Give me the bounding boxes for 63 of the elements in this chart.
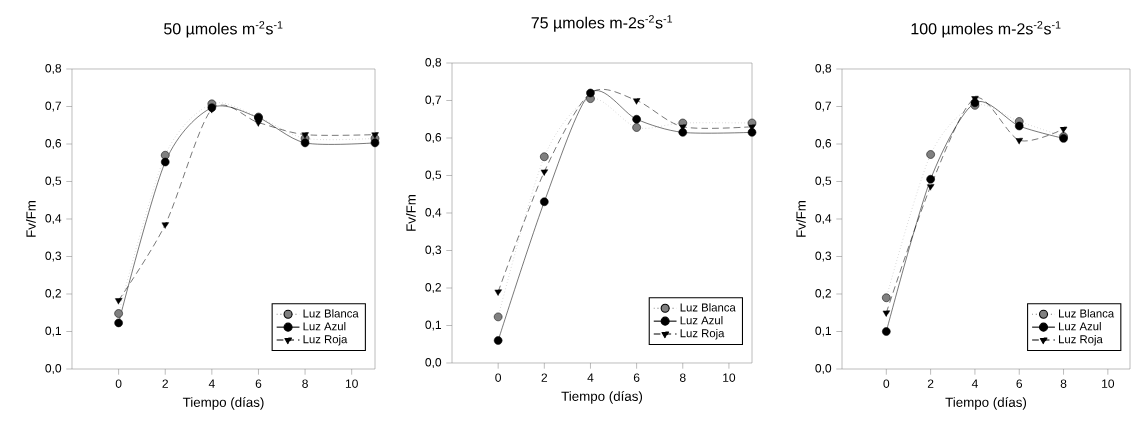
x-tick-label: 10 bbox=[723, 373, 736, 382]
y-tick-label: 0,8 bbox=[45, 64, 62, 74]
x-tick-label: 8 bbox=[302, 379, 308, 388]
y-tick-label: 0,6 bbox=[815, 139, 832, 149]
legend-label: Luz Azul bbox=[680, 316, 723, 325]
y-tick-label: 0,3 bbox=[45, 251, 62, 262]
x-tick-label: 10 bbox=[345, 379, 358, 388]
x-tick-label: 6 bbox=[633, 373, 640, 382]
x-axis-title: Tiempo (días) bbox=[182, 397, 264, 410]
x-tick-label: 8 bbox=[679, 373, 686, 382]
y-tick-label: 0,8 bbox=[815, 64, 832, 74]
y-tick-label: 0,6 bbox=[425, 133, 442, 143]
x-tick-label: 0 bbox=[883, 379, 890, 388]
legend-label: Luz Azul bbox=[303, 322, 346, 331]
legend-label: Luz Azul bbox=[1059, 322, 1101, 331]
y-tick-label: 0,3 bbox=[425, 245, 442, 256]
y-tick-label: 0,7 bbox=[425, 95, 441, 106]
x-tick-label: 4 bbox=[587, 373, 594, 382]
chart-title: 75 µmoles m-2s$^{-2}$s$^{-1}$ bbox=[531, 15, 673, 32]
y-axis-title: Fv/Fm bbox=[795, 200, 806, 237]
x-tick-label: 4 bbox=[971, 379, 978, 388]
legend-label: Luz Blanca bbox=[303, 309, 359, 318]
y-tick-label: 0,1 bbox=[45, 326, 62, 337]
y-tick-label: 0,0 bbox=[425, 358, 442, 368]
chart-title: 100 µmoles m-2s$^{-2}$s$^{-1}$ bbox=[911, 21, 1061, 38]
y-tick-label: 0,0 bbox=[45, 364, 62, 374]
y-axis-title: Fv/Fm bbox=[25, 200, 36, 237]
x-tick-label: 2 bbox=[927, 379, 934, 388]
y-tick-label: 0,4 bbox=[425, 208, 442, 218]
y-tick-label: 0,6 bbox=[45, 139, 62, 149]
y-tick-label: 0,3 bbox=[815, 251, 832, 262]
y-tick-label: 0,2 bbox=[425, 283, 441, 293]
chart-title: 50 µmoles m$^{-2}$s$^{-1}$ bbox=[164, 21, 283, 38]
y-tick-label: 0,8 bbox=[425, 58, 442, 68]
legend-label: Luz Blanca bbox=[1059, 309, 1115, 318]
y-tick-label: 0,1 bbox=[425, 320, 442, 331]
x-tick-label: 10 bbox=[1102, 379, 1115, 388]
y-tick-label: 0,5 bbox=[425, 170, 442, 181]
x-tick-label: 8 bbox=[1060, 379, 1067, 388]
x-tick-label: 4 bbox=[208, 379, 215, 388]
legend-label: Luz Blanca bbox=[680, 303, 736, 312]
y-tick-label: 0,4 bbox=[815, 214, 832, 224]
x-tick-label: 6 bbox=[1016, 379, 1023, 388]
y-tick-label: 0,0 bbox=[815, 364, 832, 374]
x-axis-title: Tiempo (días) bbox=[945, 397, 1027, 410]
x-tick-label: 0 bbox=[495, 373, 502, 382]
x-tick-label: 6 bbox=[255, 379, 262, 388]
y-tick-label: 0,5 bbox=[815, 176, 832, 187]
y-tick-label: 0,5 bbox=[45, 176, 62, 187]
x-axis-title: Tiempo (días) bbox=[561, 391, 643, 404]
y-tick-label: 0,7 bbox=[45, 101, 61, 112]
y-tick-label: 0,7 bbox=[815, 101, 831, 112]
x-tick-label: 0 bbox=[115, 379, 122, 388]
x-tick-label: 2 bbox=[162, 379, 168, 388]
x-tick-label: 2 bbox=[541, 373, 548, 382]
y-tick-label: 0,1 bbox=[815, 326, 832, 337]
y-tick-label: 0,4 bbox=[45, 214, 62, 224]
legend-label: Luz Roja bbox=[303, 334, 348, 346]
legend-label: Luz Roja bbox=[1059, 334, 1103, 346]
y-tick-label: 0,2 bbox=[815, 289, 831, 299]
legend-label: Luz Roja bbox=[680, 328, 725, 340]
y-axis-title: Fv/Fm bbox=[405, 194, 416, 231]
y-tick-label: 0,2 bbox=[45, 289, 61, 299]
